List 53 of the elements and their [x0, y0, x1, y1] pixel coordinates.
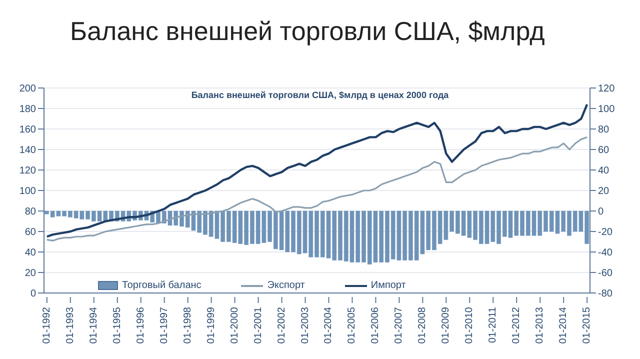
x-tick-label: 01-2009 [440, 306, 452, 344]
chart-title: Баланс внешней торговли США, $млрд [69, 15, 546, 48]
legend-label: Торговый баланс [121, 280, 202, 291]
x-tick-label: 01-1995 [112, 306, 123, 344]
x-tick-label: 01-1993 [64, 306, 76, 344]
y-tick-label: 60 [24, 227, 36, 238]
x-tick-label: 01-2003 [300, 306, 311, 344]
x-tick-label: 01-2012 [511, 306, 522, 344]
x-tick-label: 01-2006 [370, 306, 382, 344]
y2-tick-label: -60 [598, 268, 613, 280]
legend-label: Экспорт [266, 280, 305, 291]
x-tick-label: 01-2005 [346, 306, 358, 344]
y-tick-label: 100 [19, 186, 36, 198]
x-tick-label: 01-2013 [534, 306, 546, 344]
x-tick-label: 01-2004 [323, 306, 334, 344]
y-tick-label: 160 [19, 124, 36, 136]
x-tick-label: 01-1994 [88, 306, 100, 344]
y-tick-label: 140 [19, 145, 36, 156]
legend-label: Импорт [370, 280, 406, 291]
y-tick-label: 20 [24, 268, 36, 280]
x-tick-label: 01-2010 [464, 306, 476, 344]
x-tick-label: 01-2000 [229, 306, 240, 344]
y-tick-label: 80 [24, 206, 36, 218]
x-tick-label: 01-2001 [252, 306, 264, 344]
x-tick-label: 01-2007 [394, 306, 405, 344]
y2-tick-label: -40 [598, 248, 613, 259]
line-series [46, 103, 588, 238]
x-tick-label: 01-2002 [276, 306, 288, 344]
x-tick-label: 01-2015 [582, 306, 593, 344]
y2-tick-label: 60 [598, 145, 610, 156]
x-tick-label: 01-1992 [41, 306, 52, 344]
x-tick-label: 01-1999 [206, 306, 217, 344]
y2-tick-label: -20 [598, 227, 613, 238]
x-tick-label: 01-1997 [158, 306, 170, 344]
x-tick-label: 01-2008 [417, 306, 428, 344]
x-tick-label: 01-2011 [488, 306, 499, 343]
x-tick-label: 01-2014 [558, 306, 570, 344]
y2-tick-label: 120 [598, 84, 616, 95]
y-tick-label: 0 [30, 288, 36, 300]
x-tick-label: 01-1998 [182, 306, 194, 344]
y-tick-label: 120 [19, 166, 36, 177]
y-tick-label: 180 [19, 104, 36, 116]
y-tick-label: 200 [19, 84, 36, 95]
y2-tick-label: 0 [598, 206, 604, 218]
y2-tick-label: -80 [598, 288, 613, 300]
y2-tick-label: 100 [598, 104, 616, 116]
y2-tick-label: 80 [598, 124, 610, 136]
y-tick-label: 40 [24, 248, 36, 259]
x-tick-label: 01-1996 [135, 306, 146, 344]
chart-subtitle: Баланс внешней торговли США, $млрд в ценах 2000 года [191, 90, 449, 100]
line-series [46, 136, 588, 242]
y2-tick-label: 20 [598, 186, 610, 198]
y2-tick-label: 40 [598, 166, 610, 177]
